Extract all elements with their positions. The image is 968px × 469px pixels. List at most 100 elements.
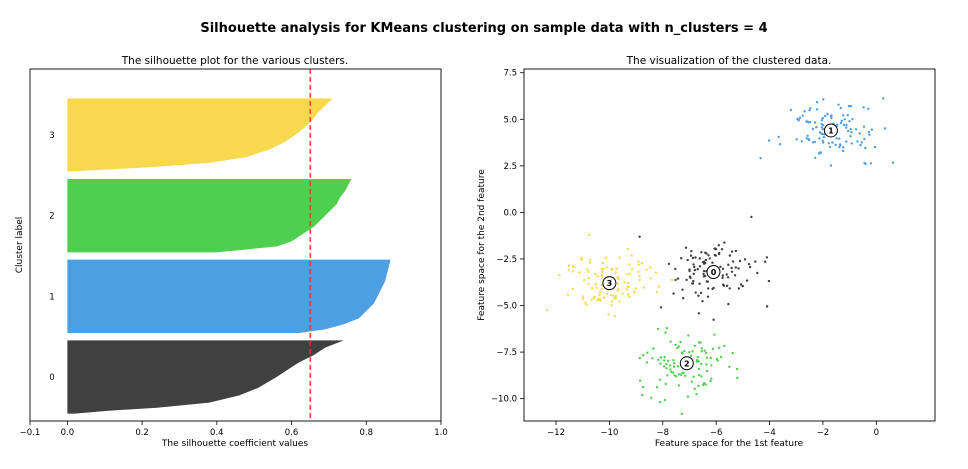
scatter-point-cluster-1 xyxy=(819,151,822,154)
scatter-point-cluster-0 xyxy=(698,282,701,285)
scatter-point-cluster-2 xyxy=(666,359,670,362)
scatter-point-cluster-0 xyxy=(737,287,741,290)
scatter-point-cluster-3 xyxy=(600,267,604,271)
scatter-point-cluster-3 xyxy=(613,297,616,300)
scatter-point-cluster-2 xyxy=(638,357,641,360)
cluster-center-marker-3 xyxy=(602,276,617,291)
scatter-point-cluster-2 xyxy=(697,360,700,363)
scatter-point-cluster-1 xyxy=(830,116,833,120)
scatter-point-cluster-0 xyxy=(723,241,726,244)
scatter-points xyxy=(545,97,895,415)
scatter-point-cluster-1 xyxy=(883,127,887,130)
scatter-point-cluster-2 xyxy=(697,367,701,371)
scatter-point-cluster-2 xyxy=(692,375,695,378)
scatter-point-cluster-0 xyxy=(731,260,735,263)
scatter-point-cluster-0 xyxy=(727,302,730,306)
y-tick-label: −5.0 xyxy=(496,302,517,312)
scatter-point-cluster-2 xyxy=(668,364,672,367)
scatter-point-cluster-2 xyxy=(673,362,676,365)
scatter-point-cluster-1 xyxy=(767,139,771,142)
scatter-point-cluster-2 xyxy=(731,351,734,355)
x-tick-label: −8 xyxy=(657,428,670,438)
scatter-point-cluster-0 xyxy=(686,258,689,262)
scatter-point-cluster-1 xyxy=(789,108,793,112)
scatter-point-cluster-0 xyxy=(689,254,693,257)
scatter-point-cluster-2 xyxy=(663,398,667,402)
scatter-plot-title: The visualization of the clustered data. xyxy=(626,55,832,67)
scatter-point-cluster-0 xyxy=(674,278,677,282)
y-tick-label: −7.5 xyxy=(496,348,517,358)
scatter-point-cluster-2 xyxy=(651,357,654,360)
scatter-point-cluster-2 xyxy=(674,375,678,378)
scatter-point-cluster-1 xyxy=(835,123,839,126)
cluster-label-3: 3 xyxy=(49,131,54,141)
scatter-point-cluster-0 xyxy=(706,295,710,298)
scatter-point-cluster-1 xyxy=(824,114,827,118)
scatter-point-cluster-3 xyxy=(657,285,661,288)
scatter-point-cluster-0 xyxy=(711,287,714,291)
scatter-point-cluster-3 xyxy=(642,286,645,289)
scatter-point-cluster-3 xyxy=(632,290,636,294)
scatter-point-cluster-2 xyxy=(655,386,659,389)
scatter-point-cluster-2 xyxy=(691,350,694,353)
scatter-point-cluster-0 xyxy=(707,287,710,290)
scatter-point-cluster-2 xyxy=(677,373,681,376)
scatter-point-cluster-1 xyxy=(814,156,817,159)
scatter-point-cluster-0 xyxy=(717,244,720,247)
scatter-point-cluster-1 xyxy=(846,114,849,117)
scatter-point-cluster-2 xyxy=(728,365,731,369)
x-tick-label: −0.1 xyxy=(20,428,41,438)
y-tick-label: −10.0 xyxy=(491,395,517,405)
scatter-point-cluster-3 xyxy=(616,282,620,285)
scatter-point-cluster-0 xyxy=(719,265,722,268)
scatter-point-cluster-3 xyxy=(587,270,590,273)
scatter-point-cluster-2 xyxy=(665,367,668,370)
scatter-point-cluster-0 xyxy=(692,279,695,283)
scatter-point-cluster-3 xyxy=(605,266,608,269)
scatter-point-cluster-3 xyxy=(637,270,640,273)
scatter-point-cluster-3 xyxy=(567,264,571,267)
scatter-point-cluster-0 xyxy=(722,284,725,287)
scatter-point-cluster-2 xyxy=(665,326,668,330)
y-tick-label: 7.5 xyxy=(503,69,517,79)
scatter-point-cluster-0 xyxy=(728,287,731,290)
x-tick-label: −6 xyxy=(710,428,723,438)
scatter-point-cluster-1 xyxy=(845,126,848,129)
scatter-y-axis-label: Feature space for the 2nd feature xyxy=(477,169,487,321)
x-tick-label: 0.0 xyxy=(61,428,75,438)
scatter-point-cluster-0 xyxy=(754,260,757,263)
scatter-point-cluster-3 xyxy=(638,278,641,282)
scatter-point-cluster-3 xyxy=(598,293,601,296)
scatter-point-cluster-0 xyxy=(721,276,724,279)
cluster-center-marker-0 xyxy=(706,265,721,280)
scatter-point-cluster-2 xyxy=(718,346,721,349)
scatter-point-cluster-1 xyxy=(813,140,817,144)
scatter-point-cluster-1 xyxy=(808,109,811,112)
scatter-point-cluster-2 xyxy=(669,368,672,371)
x-tick-label: −4 xyxy=(763,428,776,438)
scatter-point-cluster-2 xyxy=(700,375,703,378)
scatter-point-cluster-2 xyxy=(677,345,681,348)
scatter-point-cluster-2 xyxy=(705,363,708,366)
scatter-point-cluster-1 xyxy=(837,103,840,106)
scatter-point-cluster-1 xyxy=(842,146,845,149)
scatter-point-cluster-3 xyxy=(610,300,614,303)
scatter-point-cluster-0 xyxy=(721,274,724,277)
scatter-point-cluster-3 xyxy=(590,298,593,301)
scatter-point-cluster-3 xyxy=(645,268,648,271)
scatter-point-cluster-0 xyxy=(734,266,737,269)
scatter-point-cluster-1 xyxy=(806,134,809,137)
scatter-point-cluster-1 xyxy=(818,131,822,134)
scatter-point-cluster-3 xyxy=(603,296,606,299)
scatter-point-cluster-3 xyxy=(592,297,595,300)
scatter-point-cluster-2 xyxy=(693,387,696,391)
scatter-point-cluster-3 xyxy=(638,274,641,278)
scatter-point-cluster-0 xyxy=(739,283,743,286)
scatter-point-cluster-3 xyxy=(625,288,628,291)
scatter-point-cluster-2 xyxy=(704,383,707,386)
scatter-point-cluster-0 xyxy=(707,254,710,257)
scatter-point-cluster-3 xyxy=(588,261,592,264)
scatter-point-cluster-1 xyxy=(826,112,829,116)
scatter-point-cluster-2 xyxy=(665,363,668,366)
